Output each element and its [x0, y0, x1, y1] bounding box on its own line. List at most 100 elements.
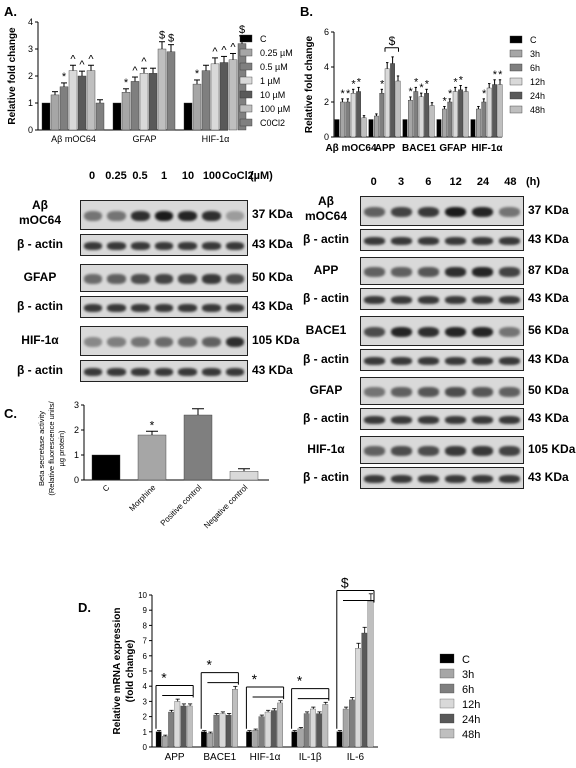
bar — [201, 70, 211, 131]
lane-unit: (µM) — [250, 170, 273, 182]
blot-label: HIF-1α — [307, 442, 345, 456]
blot-band — [131, 242, 150, 250]
bar — [497, 84, 503, 138]
y-tick-label: 2 — [143, 713, 148, 722]
legend-swatch — [239, 48, 253, 57]
blot-label: APP — [313, 263, 339, 277]
bar — [452, 91, 458, 138]
panel-a-blots: 0 0.25 0.5 1 10 100 CoCl2 (µM) Aβ mOC64 37 KDa β - … — [0, 170, 300, 390]
significance-mark: * — [453, 76, 458, 88]
blot-band — [498, 296, 521, 304]
blot-band — [178, 242, 197, 250]
blot-band — [363, 357, 386, 365]
significance-mark: * — [409, 86, 414, 98]
y-axis-label: Beta secretase activity — [37, 411, 46, 486]
bar — [407, 100, 413, 138]
blot-band — [498, 475, 521, 483]
bar — [130, 81, 140, 131]
significance-mark: * — [459, 74, 464, 86]
bar — [264, 711, 271, 748]
y-tick-label: 5 — [143, 667, 148, 676]
blot-band — [363, 206, 386, 218]
x-tick-label: APP — [375, 143, 396, 154]
lane-label: 0.25 — [105, 170, 127, 182]
legend-label: 48h — [462, 729, 480, 741]
blot-band — [107, 304, 126, 312]
bar — [228, 59, 238, 131]
bar — [271, 710, 277, 748]
bar — [229, 471, 259, 481]
x-tick-label: GFAP — [132, 134, 156, 144]
y-axis-label: µg protein) — [57, 430, 66, 467]
blot-band — [178, 304, 197, 312]
blot-label: β - actin — [303, 470, 349, 484]
bar — [345, 101, 351, 138]
blot-band — [363, 386, 386, 398]
legend-label: 10 µM — [260, 90, 285, 100]
blot-lane-header: 0 0.25 0.5 1 10 100 CoCl2 — [80, 170, 254, 186]
bar — [361, 117, 367, 138]
bar — [463, 91, 469, 138]
blot-band — [131, 304, 150, 312]
blot-kda: 56 KDa — [528, 323, 569, 337]
x-tick-label: C — [101, 483, 112, 494]
blot-image — [360, 257, 524, 285]
bar — [183, 102, 193, 131]
blot-band — [363, 237, 386, 245]
bar — [148, 73, 158, 131]
lane-label: 3 — [397, 176, 405, 188]
legend-swatch — [439, 713, 455, 724]
blot-band — [471, 386, 494, 398]
blot-band — [390, 237, 413, 245]
blot-band — [363, 296, 386, 304]
legend-label: 12h — [530, 77, 545, 87]
legend-label: 48h — [530, 105, 545, 115]
lane-label: 0.5 — [132, 170, 148, 182]
legend-label: C — [462, 654, 470, 666]
bar — [418, 96, 424, 138]
bar — [232, 689, 238, 748]
blot-image — [80, 360, 248, 382]
panel-d-label: D. — [78, 600, 91, 615]
blot-band — [154, 304, 174, 312]
blot-band — [471, 445, 494, 457]
blot-band — [444, 326, 467, 338]
bar — [246, 731, 252, 748]
blot-band — [107, 273, 126, 285]
bar — [121, 91, 131, 131]
bar — [210, 63, 220, 131]
blot-band — [83, 273, 103, 285]
blot-band — [471, 266, 494, 278]
blot-band — [444, 475, 467, 483]
blot-band — [131, 368, 150, 376]
blot-band — [471, 237, 494, 245]
bar — [336, 731, 343, 748]
blot-kda: 50 KDa — [528, 383, 569, 397]
bar — [213, 714, 220, 748]
bar — [340, 101, 345, 138]
x-tick-label: Aβ mOC64 — [325, 143, 377, 154]
significance-mark: * — [124, 77, 129, 89]
lane-unit: (h) — [526, 176, 541, 188]
bar — [183, 414, 213, 481]
legend-label: 100 µM — [260, 104, 290, 114]
blot-band — [498, 237, 521, 245]
blot-label: β - actin — [303, 232, 349, 246]
blot-band — [417, 475, 440, 483]
y-tick-label: 0 — [28, 125, 33, 135]
y-tick-label: 1 — [74, 450, 79, 460]
bar — [225, 714, 232, 748]
legend-swatch — [509, 49, 523, 58]
bar — [384, 68, 390, 138]
significance-mark: ^ — [132, 65, 138, 77]
blot-band — [444, 206, 467, 218]
y-tick-label: 6 — [143, 652, 148, 661]
significance-mark: $ — [341, 574, 349, 590]
blot-label: GFAP — [23, 270, 57, 284]
blot-kda: 43 KDa — [528, 470, 569, 484]
x-tick-label: HIF-1α — [250, 752, 281, 763]
x-tick-label: HIF-1α — [202, 134, 230, 144]
significance-mark: * — [482, 88, 487, 100]
bar — [95, 102, 105, 131]
y-tick-label: 8 — [143, 621, 148, 630]
